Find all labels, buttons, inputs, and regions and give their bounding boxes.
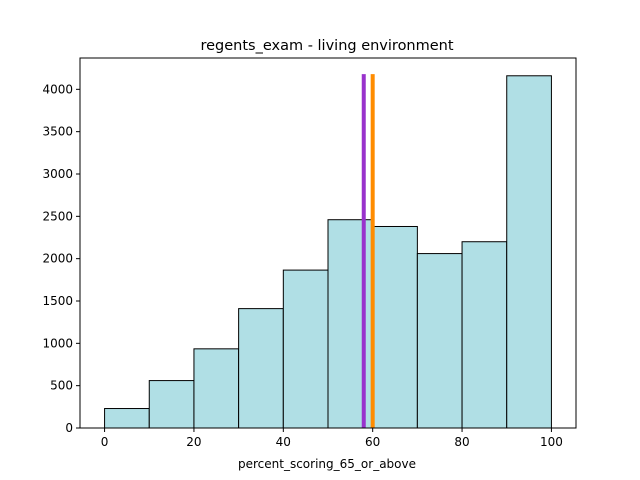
histogram-bar xyxy=(193,348,240,429)
bars-layer xyxy=(104,75,552,429)
histogram-bar xyxy=(148,380,195,429)
x-axis-label: percent_scoring_65_or_above xyxy=(238,457,416,471)
histogram-bar xyxy=(372,225,418,429)
histogram-bar xyxy=(461,241,508,429)
chart-title: regents_exam - living environment xyxy=(200,38,453,54)
histogram-bar xyxy=(416,253,463,429)
x-tick-label: 100 xyxy=(540,435,563,449)
histogram-bar xyxy=(506,75,552,429)
histogram-bar xyxy=(327,219,374,429)
histogram-bar xyxy=(104,408,150,429)
y-tick-label: 1500 xyxy=(42,294,73,308)
y-tick-label: 500 xyxy=(50,379,73,393)
x-axis-ticks: 0 20 40 60 80 100 xyxy=(101,428,563,449)
y-tick-label: 3000 xyxy=(42,167,73,181)
y-tick-label: 2500 xyxy=(42,209,73,223)
histogram-bar xyxy=(282,269,329,429)
y-tick-label: 4000 xyxy=(42,82,73,96)
x-tick-label: 60 xyxy=(365,435,380,449)
x-tick-label: 80 xyxy=(454,435,469,449)
y-tick-label: 3500 xyxy=(42,125,73,139)
y-tick-label: 0 xyxy=(65,421,73,435)
y-tick-label: 1000 xyxy=(42,336,73,350)
x-tick-label: 40 xyxy=(276,435,291,449)
y-tick-label: 2000 xyxy=(42,252,73,266)
histogram-bar xyxy=(238,308,284,429)
plot-frame xyxy=(79,57,577,429)
y-axis-ticks: 0 500 1000 1500 2000 2500 3000 3500 4000 xyxy=(42,82,80,435)
x-tick-label: 0 xyxy=(101,435,109,449)
reference-lines-layer xyxy=(361,74,375,428)
x-tick-label: 20 xyxy=(186,435,201,449)
